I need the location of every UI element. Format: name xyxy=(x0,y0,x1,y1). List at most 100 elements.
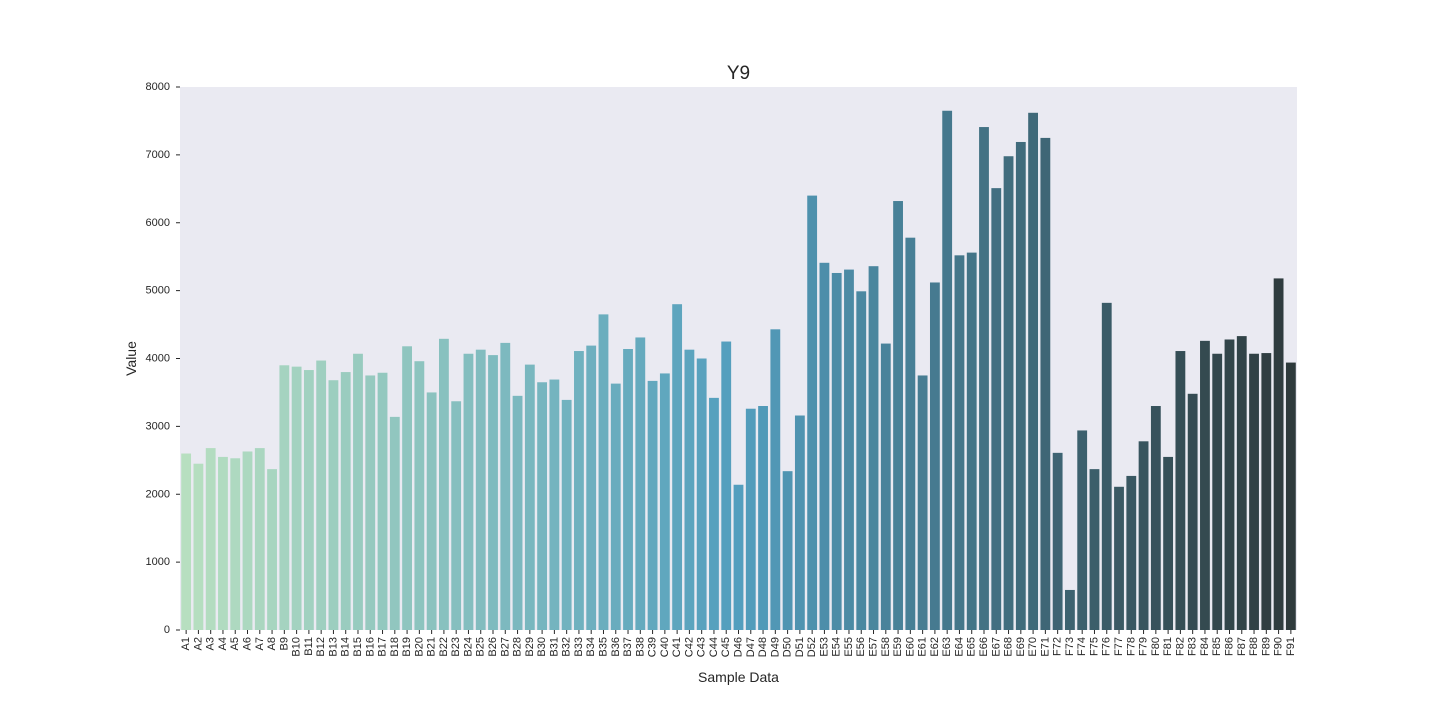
bar-B10 xyxy=(291,366,302,630)
x-tick-label: C45 xyxy=(720,637,732,657)
x-tick-label: F87 xyxy=(1236,637,1248,656)
x-tick-label: B32 xyxy=(561,637,573,657)
x-tick-label: D48 xyxy=(757,637,769,657)
bar-B29 xyxy=(524,364,535,630)
bar-D49 xyxy=(770,329,781,630)
y-tick-label: 6000 xyxy=(146,217,170,229)
x-tick-label: E60 xyxy=(904,637,916,657)
bar-F72 xyxy=(1052,452,1063,630)
bar-F83 xyxy=(1187,393,1198,630)
x-tick-label: E71 xyxy=(1039,637,1051,657)
x-axis-title: Sample Data xyxy=(698,669,779,685)
x-tick-label: A5 xyxy=(229,637,241,650)
bar-A7 xyxy=(254,448,265,630)
bar-F80 xyxy=(1150,406,1161,630)
x-tick-label: D51 xyxy=(794,637,806,657)
bar-B28 xyxy=(512,395,523,630)
bar-B30 xyxy=(537,382,548,630)
x-tick-label: A1 xyxy=(180,637,192,650)
y-tick-label: 3000 xyxy=(146,420,170,432)
x-tick-label: B18 xyxy=(389,637,401,657)
x-tick-label: F84 xyxy=(1199,637,1211,656)
x-tick-label: B29 xyxy=(524,637,536,657)
x-tick-label: E55 xyxy=(843,637,855,657)
bar-D47 xyxy=(745,408,756,630)
bar-E65 xyxy=(966,252,977,631)
bar-F86 xyxy=(1224,339,1235,630)
x-tick-label: B22 xyxy=(438,637,450,657)
y-axis-title: Value xyxy=(123,341,139,376)
x-tick-label: B13 xyxy=(327,637,339,657)
x-tick-label: B14 xyxy=(340,637,352,657)
bar-F74 xyxy=(1077,430,1088,630)
x-tick-label: C44 xyxy=(708,637,720,657)
bar-F79 xyxy=(1138,441,1149,630)
x-tick-label: E64 xyxy=(953,637,965,657)
bar-F90 xyxy=(1273,278,1284,630)
y-tick-label: 8000 xyxy=(146,81,170,93)
x-tick-label: E63 xyxy=(941,637,953,657)
bar-E68 xyxy=(1003,156,1014,631)
bar-B33 xyxy=(574,351,584,630)
bar-B17 xyxy=(377,372,388,630)
bar-C42 xyxy=(684,349,695,630)
x-tick-label: A7 xyxy=(254,637,266,650)
x-tick-label: B31 xyxy=(548,637,560,657)
x-tick-label: B12 xyxy=(315,637,327,657)
x-tick-label: E62 xyxy=(929,637,941,657)
bar-B9 xyxy=(279,365,290,630)
bars-group xyxy=(181,110,1296,631)
bar-F85 xyxy=(1212,353,1223,630)
x-tick-label: E65 xyxy=(966,637,978,657)
x-tick-label: B11 xyxy=(303,637,315,656)
x-tick-label: A6 xyxy=(242,637,254,650)
bar-E60 xyxy=(905,237,916,630)
bar-F91 xyxy=(1285,362,1296,630)
x-tick-label: D52 xyxy=(806,637,818,657)
bar-B27 xyxy=(500,342,511,630)
x-tick-label: F81 xyxy=(1162,637,1174,656)
bar-F82 xyxy=(1175,351,1186,630)
bar-F78 xyxy=(1126,475,1137,630)
bar-B23 xyxy=(451,401,462,630)
x-tick-label: C41 xyxy=(671,637,683,657)
x-tick-label: B35 xyxy=(597,637,609,657)
x-tick-label: B30 xyxy=(536,637,548,657)
x-tick-label: A3 xyxy=(205,637,217,650)
x-tick-label: A4 xyxy=(217,637,229,650)
x-tick-label: B38 xyxy=(634,637,646,657)
bar-E69 xyxy=(1015,141,1026,630)
bar-E61 xyxy=(917,375,928,630)
x-tick-label: F88 xyxy=(1248,637,1260,656)
x-axis: A1 A2 A3 A4 A5 A6 A7 A8 B9 B10 B11 B12 B13 B14 B15 B16 B… xyxy=(180,630,1297,657)
x-tick-label: F89 xyxy=(1260,637,1272,656)
x-tick-label: D47 xyxy=(745,637,757,657)
x-tick-label: B19 xyxy=(401,637,413,657)
bar-B36 xyxy=(610,383,621,630)
x-tick-label: F80 xyxy=(1150,637,1162,656)
x-tick-label: F85 xyxy=(1211,637,1223,656)
x-tick-label: E54 xyxy=(831,637,843,657)
bar-B32 xyxy=(561,399,572,630)
bar-E55 xyxy=(844,269,854,630)
x-tick-label: E56 xyxy=(855,637,867,657)
x-tick-label: B20 xyxy=(413,637,425,657)
x-tick-label: C42 xyxy=(683,637,695,657)
x-tick-label: E68 xyxy=(1003,637,1015,657)
bar-E67 xyxy=(991,188,1002,631)
bar-D46 xyxy=(733,484,744,630)
x-tick-label: F86 xyxy=(1223,637,1235,656)
bar-B16 xyxy=(365,375,376,630)
bar-F89 xyxy=(1261,353,1272,630)
chart-title: Y9 xyxy=(727,63,750,84)
bar-A8 xyxy=(267,469,277,630)
x-tick-label: F76 xyxy=(1101,637,1113,656)
bar-B38 xyxy=(635,337,646,630)
bar-B19 xyxy=(402,346,412,630)
x-tick-label: B33 xyxy=(573,637,585,657)
x-tick-label: B24 xyxy=(462,637,474,657)
bar-B37 xyxy=(623,348,633,630)
bar-B35 xyxy=(598,314,609,630)
x-tick-label: E67 xyxy=(990,637,1002,657)
